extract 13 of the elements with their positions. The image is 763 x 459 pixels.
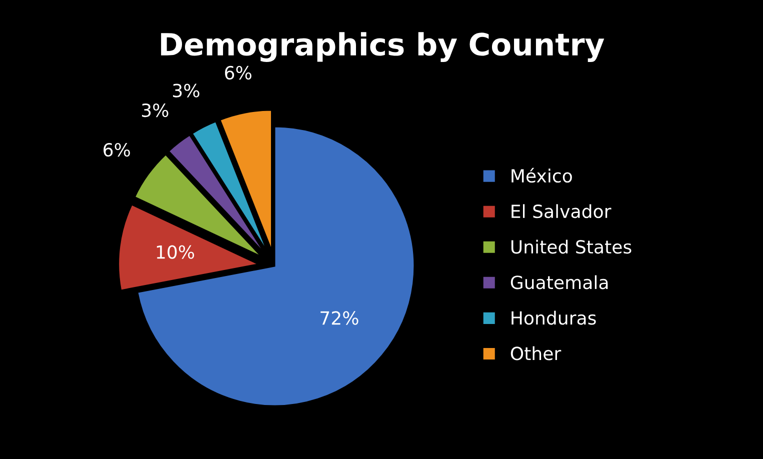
data-label: 3% xyxy=(173,84,200,98)
legend-label: México xyxy=(512,168,572,183)
data-label: 10% xyxy=(156,245,194,259)
legend-label: Other xyxy=(510,346,562,360)
data-label: 6% xyxy=(225,66,252,80)
legend-label: Honduras xyxy=(512,310,596,325)
data-label: 6% xyxy=(104,142,130,157)
data-label: 72% xyxy=(320,311,358,325)
chart-title: Demographics by Country xyxy=(161,32,604,62)
legend-label: El Salvador xyxy=(512,204,612,218)
legend-label: United States xyxy=(511,240,632,254)
data-label: 3% xyxy=(142,103,168,118)
legend-label: Guatemala xyxy=(510,275,608,290)
